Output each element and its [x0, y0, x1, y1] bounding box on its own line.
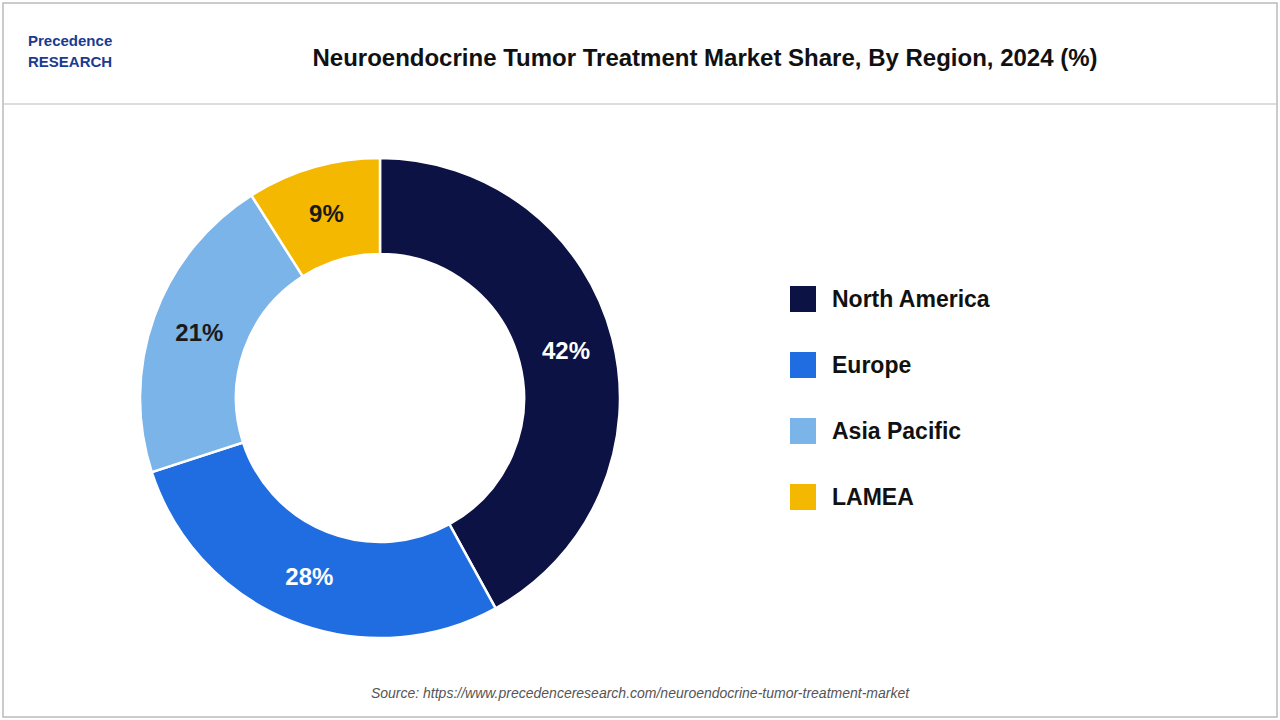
source-note: Source: https://www.precedenceresearch.c…	[371, 685, 910, 701]
page-border	[3, 3, 1277, 717]
chart-title: Neuroendocrine Tumor Treatment Market Sh…	[312, 44, 1097, 71]
donut-slice	[251, 158, 380, 276]
header-separator	[3, 103, 1277, 104]
donut-slices	[140, 158, 620, 638]
legend-swatch	[790, 484, 816, 510]
legend-label: North America	[832, 286, 990, 312]
legend-swatch	[790, 352, 816, 378]
legend: North America Europe Asia Pacific LAMEA	[790, 286, 990, 510]
data-label: 28%	[285, 563, 333, 590]
chart-root: Precedence RESEARCH Neuroendocrine Tumor T…	[0, 0, 1280, 720]
logo-line: Precedence	[28, 32, 112, 49]
legend-swatch	[790, 286, 816, 312]
legend-swatch	[790, 418, 816, 444]
legend-label: Asia Pacific	[832, 418, 961, 444]
logo-line: RESEARCH	[28, 53, 112, 70]
legend-label: LAMEA	[832, 484, 914, 510]
data-label: 42%	[542, 337, 590, 364]
data-label: 9%	[309, 200, 344, 227]
donut-slice	[152, 442, 496, 638]
legend-label: Europe	[832, 352, 911, 378]
logo-text: Precedence RESEARCH	[28, 32, 112, 70]
data-label: 21%	[175, 319, 223, 346]
data-labels: 42% 28% 21% 9%	[175, 200, 590, 590]
